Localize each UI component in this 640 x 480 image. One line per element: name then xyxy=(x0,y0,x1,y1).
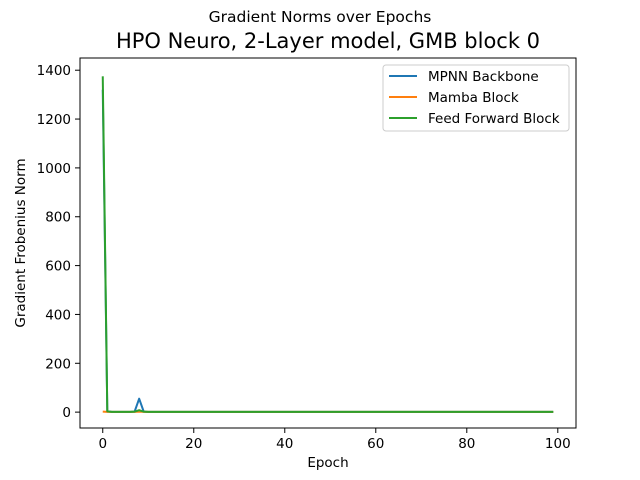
y-axis-label: Gradient Frobenius Norm xyxy=(13,158,29,327)
x-axis-label: Epoch xyxy=(307,455,348,471)
x-axis-ticks: 0 20 40 60 80 100 xyxy=(98,428,571,452)
legend-label-mpnn-backbone: MPNN Backbone xyxy=(428,69,539,85)
series-line-0 xyxy=(101,89,554,413)
chart-suptitle: Gradient Norms over Epochs xyxy=(209,8,432,26)
x-tick-label: 80 xyxy=(458,436,475,452)
x-tick-label: 100 xyxy=(545,436,571,452)
y-tick-label: 1200 xyxy=(37,112,71,128)
y-axis-ticks: 0 200 400 600 800 1000 1200 1400 xyxy=(37,63,80,421)
legend-frame xyxy=(382,64,570,132)
y-tick-label: 600 xyxy=(45,259,71,275)
chart-legend: MPNN Backbone Mamba Block Feed Forward B… xyxy=(382,64,570,132)
legend-label-mamba-block: Mamba Block xyxy=(428,90,519,106)
y-tick-label: 1000 xyxy=(37,161,71,177)
plot-lines xyxy=(101,76,554,413)
y-tick-label: 800 xyxy=(45,210,71,226)
x-tick-label: 20 xyxy=(185,436,202,452)
legend-label-feed-forward-block: Feed Forward Block xyxy=(428,111,560,127)
y-tick-label: 0 xyxy=(62,405,71,421)
y-tick-label: 400 xyxy=(45,307,71,323)
y-tick-label: 1400 xyxy=(37,63,71,79)
y-tick-label: 200 xyxy=(45,356,71,372)
x-tick-label: 0 xyxy=(98,436,107,452)
chart-title: HPO Neuro, 2-Layer model, GMB block 0 xyxy=(116,29,540,53)
series-line-2 xyxy=(101,76,554,413)
x-tick-label: 60 xyxy=(367,436,384,452)
x-tick-label: 40 xyxy=(276,436,293,452)
plot-frame xyxy=(79,57,577,429)
